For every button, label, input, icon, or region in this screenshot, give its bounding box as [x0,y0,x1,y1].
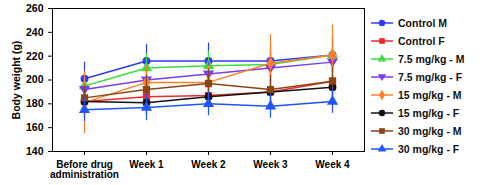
html-text:30 mg/kg - M: 30 mg/kg - M [398,125,462,137]
svg-text:200: 200 [26,73,44,85]
svg-text:Week 4: Week 4 [315,159,350,170]
svg-text:220: 220 [26,50,44,62]
html-text:7.5 mg/kg - M: 7.5 mg/kg - M [398,53,465,65]
html-text:30 mg/kg - F: 30 mg/kg - F [398,143,460,155]
svg-text:240: 240 [26,26,44,38]
svg-text:Week 1: Week 1 [129,159,164,170]
svg-text:Week 3: Week 3 [253,159,288,170]
svg-text:Before drugadministration: Before drugadministration [50,159,119,180]
html-text:15 mg/kg - F: 15 mg/kg - F [398,107,460,119]
svg-text:260: 260 [26,2,44,14]
html-text:7.5 mg/kg - F: 7.5 mg/kg - F [398,71,463,83]
svg-text:160: 160 [26,121,44,133]
svg-text:180: 180 [26,97,44,109]
html-text:Control F: Control F [398,35,445,47]
html-text:15 mg/kg - M: 15 mg/kg - M [398,89,462,101]
svg-text:Body weight (g): Body weight (g) [10,41,22,120]
svg-text:Week 2: Week 2 [191,159,226,170]
svg-text:140: 140 [26,145,44,157]
html-text:Control M: Control M [398,17,447,29]
